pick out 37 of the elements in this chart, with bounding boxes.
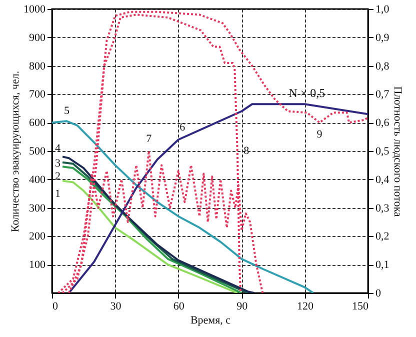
x-tick-label: 90 (236, 300, 248, 312)
y2-tick-label: 0,3 (376, 202, 390, 214)
y-tick-label: 300 (29, 202, 46, 214)
series-label: 3 (55, 157, 62, 170)
y-tick-label: 400 (29, 174, 46, 186)
series-label: 1 (55, 188, 61, 200)
y2-axis-title: Плотность людского потока (391, 86, 404, 217)
y2-tick-label: 0,1 (376, 259, 390, 272)
y2-tick-label: 0,9 (376, 32, 390, 44)
y2-tick-label: 0,8 (376, 60, 390, 72)
y2-tick-label: 1,0 (376, 4, 390, 16)
y-tick-label: 700 (29, 88, 46, 101)
x-tick-label: 0 (52, 300, 58, 312)
x-tick-label: 60 (173, 300, 185, 312)
y2-tick-label: 0,4 (376, 174, 390, 186)
series-label: 5 (64, 105, 70, 118)
y2-tick-label: 0,5 (376, 146, 390, 158)
x-axis-title: Время, с (190, 314, 231, 326)
x-tick-label: 120 (297, 300, 314, 312)
y-tick-label: 200 (29, 230, 46, 243)
y2-tick-label: 0,7 (376, 88, 390, 101)
y2-tick-label: 0,2 (376, 230, 390, 243)
x-tick-label: 150 (352, 300, 369, 312)
y-tick-label: 1000 (24, 4, 46, 16)
series-label: 2 (55, 170, 61, 183)
series-label: 9 (316, 128, 323, 141)
y-tick-label: 900 (29, 32, 46, 44)
y-tick-label: 800 (29, 60, 46, 72)
y2-tick-label: 0,6 (376, 117, 390, 130)
series-label: 7 (146, 133, 152, 145)
y-tick-label: 500 (29, 146, 46, 158)
y2-tick-label: 0 (376, 288, 382, 300)
series-label: 6 (180, 122, 186, 134)
y-tick-label: 600 (29, 117, 46, 130)
x-tick-label: 30 (110, 300, 122, 312)
y-tick-label: 100 (29, 259, 46, 272)
y-axis-title: Количество эвакуирующихся, чел. (10, 70, 22, 232)
